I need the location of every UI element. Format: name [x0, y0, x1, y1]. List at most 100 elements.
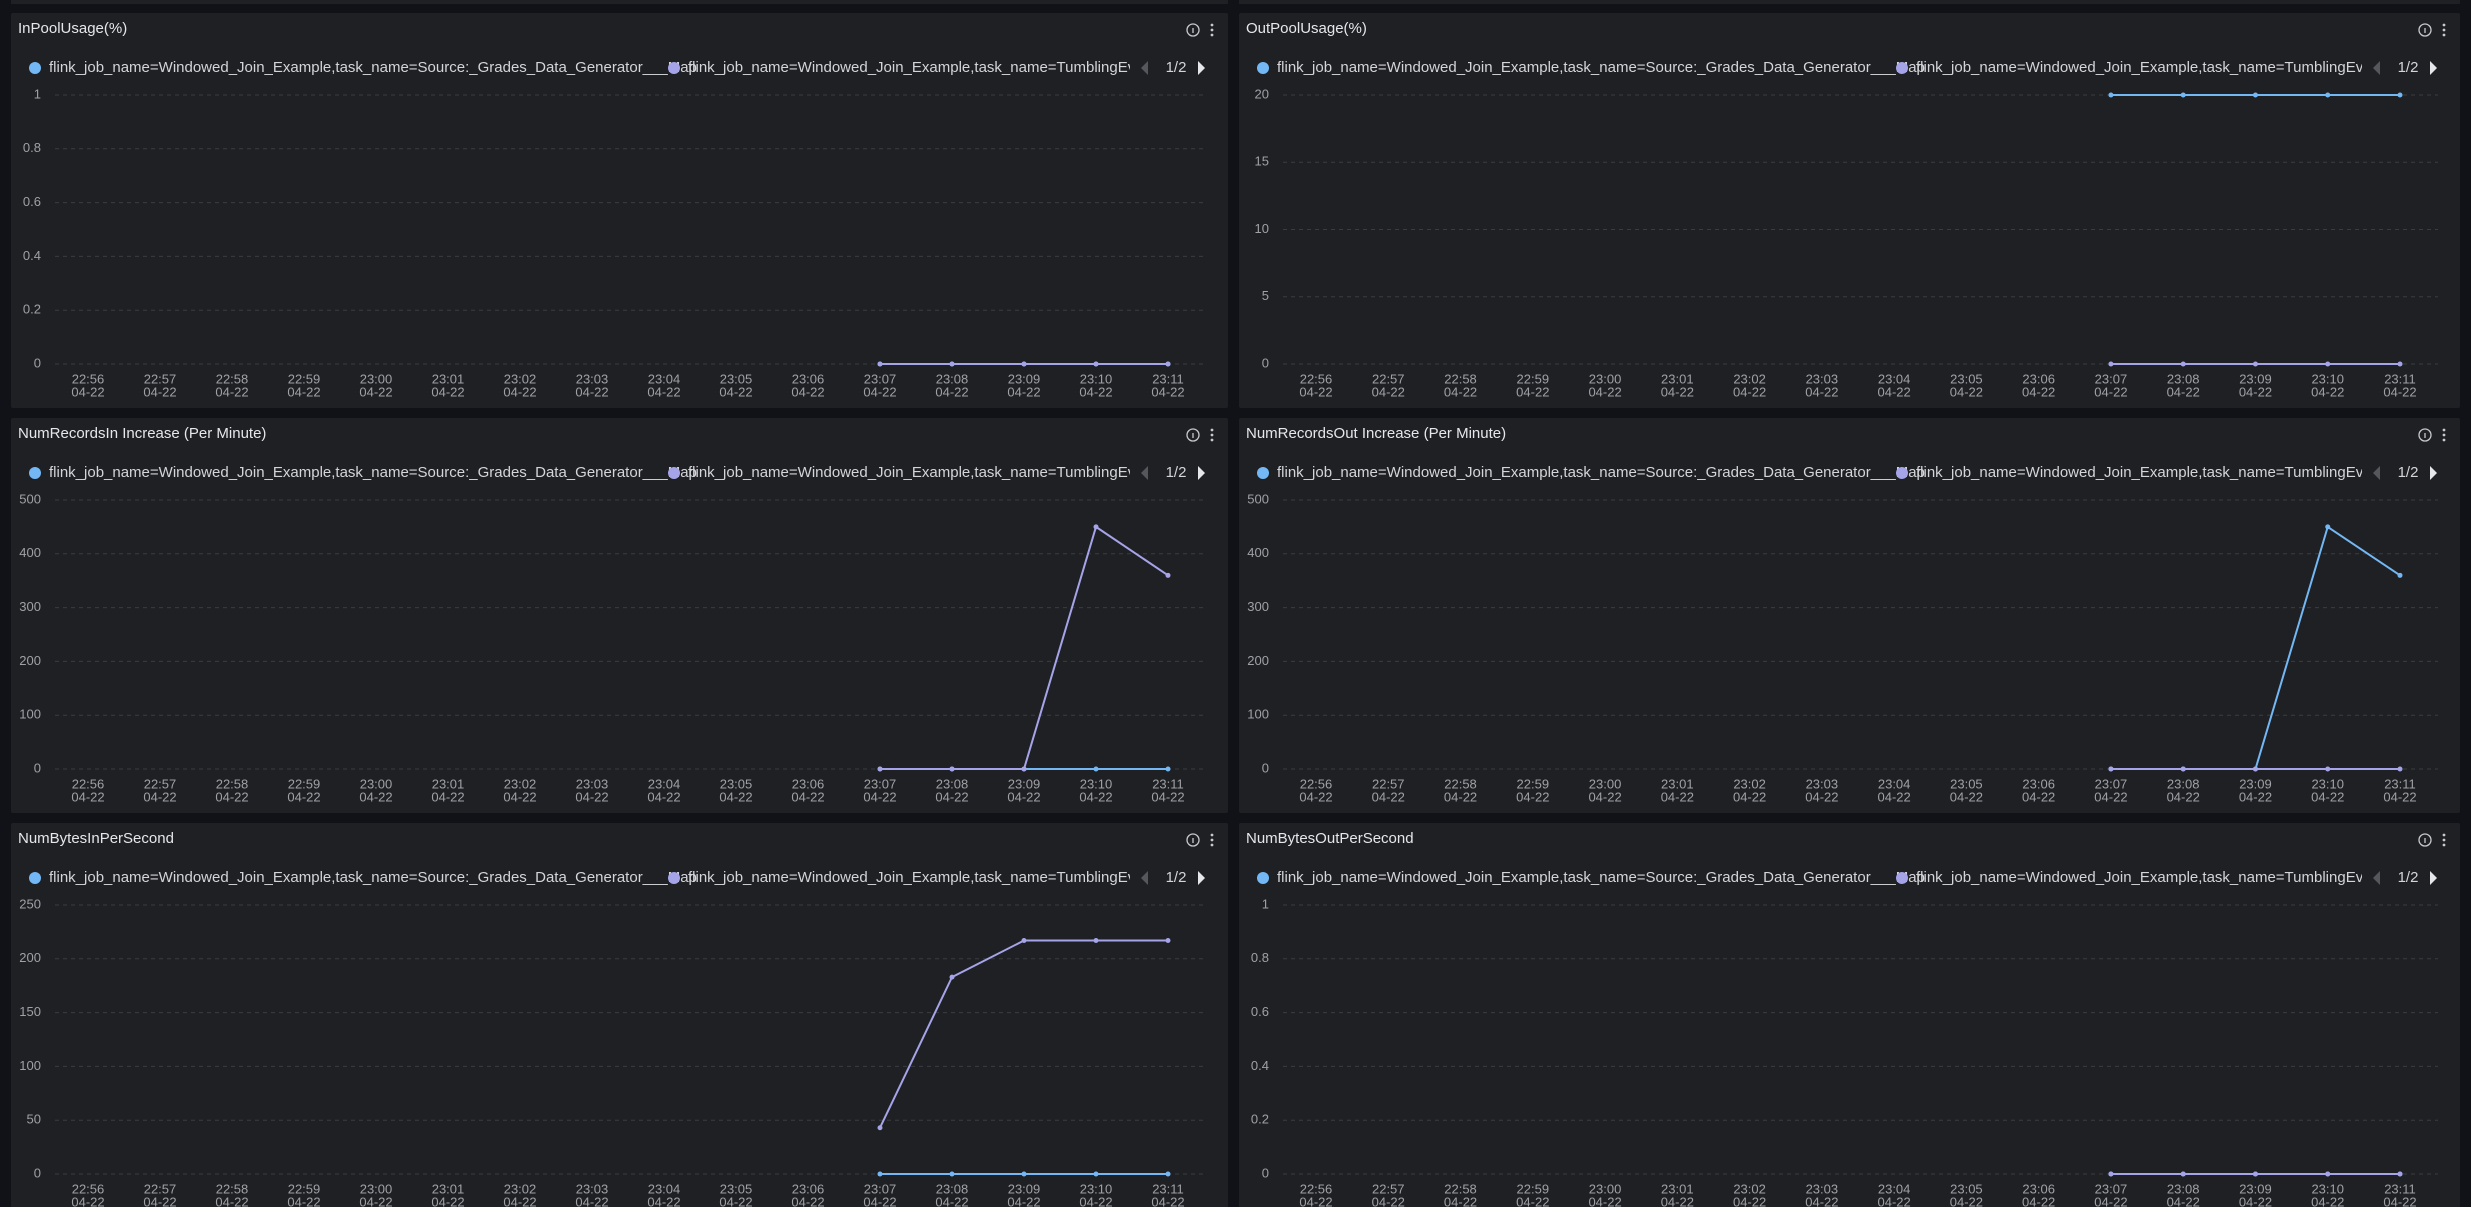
info-icon[interactable]: [2418, 833, 2432, 847]
menu-icon-dot[interactable]: [2442, 843, 2446, 847]
legend-next[interactable]: [2430, 871, 2437, 885]
info-icon[interactable]: [2418, 23, 2432, 37]
legend-marker[interactable]: [668, 62, 680, 74]
data-point: [1165, 1171, 1171, 1177]
legend-label[interactable]: flink_job_name=Windowed_Join_Example,tas…: [688, 464, 1157, 481]
legend-label[interactable]: flink_job_name=Windowed_Join_Example,tas…: [688, 59, 1157, 76]
menu-icon-dot[interactable]: [2442, 28, 2446, 32]
legend-label[interactable]: flink_job_name=Windowed_Join_Example,tas…: [1916, 869, 2385, 886]
data-point: [2252, 361, 2258, 367]
legend-marker[interactable]: [29, 467, 41, 479]
panel-background: [11, 418, 1228, 813]
legend-marker[interactable]: [1896, 872, 1908, 884]
menu-icon-dot[interactable]: [1210, 28, 1214, 32]
menu-icon-dot[interactable]: [2442, 433, 2446, 437]
menu-icon-dot[interactable]: [2442, 833, 2446, 837]
menu-icon-dot[interactable]: [1210, 23, 1214, 27]
legend-prev[interactable]: [1141, 466, 1148, 480]
legend-marker[interactable]: [29, 872, 41, 884]
legend-prev[interactable]: [1141, 61, 1148, 75]
menu-icon-dot[interactable]: [2442, 838, 2446, 842]
legend-next[interactable]: [1198, 61, 1205, 75]
x-tick-sublabel: 04-22: [1950, 1194, 1983, 1207]
x-tick-label: 23:02: [504, 371, 537, 386]
legend-label[interactable]: flink_job_name=Windowed_Join_Example,tas…: [49, 464, 697, 481]
x-tick-sublabel: 04-22: [1444, 384, 1477, 399]
menu-icon-dot[interactable]: [1210, 833, 1214, 837]
menu-icon-dot[interactable]: [1210, 33, 1214, 37]
x-tick-sublabel: 04-22: [1805, 1194, 1838, 1207]
menu-icon-dot[interactable]: [1210, 433, 1214, 437]
legend-marker[interactable]: [668, 872, 680, 884]
x-tick-label: 23:05: [1950, 776, 1983, 791]
legend-marker[interactable]: [668, 467, 680, 479]
legend-next[interactable]: [1198, 871, 1205, 885]
legend-marker[interactable]: [29, 62, 41, 74]
x-tick-sublabel: 04-22: [791, 384, 824, 399]
menu-icon-dot[interactable]: [2442, 23, 2446, 27]
x-tick-label: 23:09: [1008, 776, 1041, 791]
info-icon[interactable]: [2418, 428, 2432, 442]
legend-label[interactable]: flink_job_name=Windowed_Join_Example,tas…: [1277, 464, 1925, 481]
x-tick-label: 23:08: [936, 776, 969, 791]
legend-next[interactable]: [2430, 61, 2437, 75]
data-point: [2397, 766, 2403, 772]
info-icon[interactable]: [1186, 23, 1200, 37]
x-tick-label: 23:09: [1008, 1181, 1041, 1196]
x-tick-label: 23:01: [432, 776, 465, 791]
y-tick-label: 0.4: [1251, 1058, 1269, 1073]
legend-marker[interactable]: [1257, 872, 1269, 884]
legend-label[interactable]: flink_job_name=Windowed_Join_Example,tas…: [49, 59, 697, 76]
x-tick-sublabel: 04-22: [71, 384, 104, 399]
x-tick-sublabel: 04-22: [2094, 789, 2127, 804]
legend-prev[interactable]: [2373, 466, 2380, 480]
legend-label[interactable]: flink_job_name=Windowed_Join_Example,tas…: [1916, 59, 2385, 76]
legend-page: 1/2: [1166, 59, 1187, 76]
x-tick-label: 22:56: [72, 776, 105, 791]
menu-icon-dot[interactable]: [2442, 438, 2446, 442]
legend-next[interactable]: [2430, 466, 2437, 480]
x-tick-label: 22:59: [288, 776, 321, 791]
x-tick-label: 23:05: [720, 1181, 753, 1196]
x-tick-label: 22:57: [144, 371, 177, 386]
legend-label[interactable]: flink_job_name=Windowed_Join_Example,tas…: [688, 869, 1157, 886]
panel-title: InPoolUsage(%): [18, 20, 127, 37]
menu-icon-dot[interactable]: [2442, 428, 2446, 432]
menu-icon-dot[interactable]: [1210, 838, 1214, 842]
legend-prev[interactable]: [1141, 871, 1148, 885]
x-tick-label: 23:01: [432, 1181, 465, 1196]
legend-marker[interactable]: [1896, 62, 1908, 74]
x-tick-sublabel: 04-22: [215, 1194, 248, 1207]
x-tick-sublabel: 04-22: [1661, 384, 1694, 399]
menu-icon-dot[interactable]: [2442, 33, 2446, 37]
x-tick-sublabel: 04-22: [863, 789, 896, 804]
menu-icon-dot[interactable]: [1210, 843, 1214, 847]
menu-icon-dot[interactable]: [1210, 438, 1214, 442]
legend-label[interactable]: flink_job_name=Windowed_Join_Example,tas…: [49, 869, 697, 886]
x-tick-sublabel: 04-22: [1299, 789, 1332, 804]
legend-prev[interactable]: [2373, 61, 2380, 75]
legend-next[interactable]: [1198, 466, 1205, 480]
y-tick-label: 100: [19, 707, 41, 722]
x-tick-label: 23:10: [2311, 1181, 2344, 1196]
x-tick-label: 22:58: [1444, 371, 1477, 386]
data-point: [2325, 766, 2331, 772]
x-tick-label: 22:57: [1372, 776, 1405, 791]
x-tick-label: 23:02: [1733, 371, 1766, 386]
x-tick-sublabel: 04-22: [1007, 789, 1040, 804]
legend-marker[interactable]: [1257, 467, 1269, 479]
x-tick-label: 22:56: [1300, 776, 1333, 791]
legend-prev[interactable]: [2373, 871, 2380, 885]
x-tick-sublabel: 04-22: [143, 1194, 176, 1207]
x-tick-label: 23:03: [1806, 371, 1839, 386]
x-tick-label: 23:09: [2239, 776, 2272, 791]
legend-marker[interactable]: [1257, 62, 1269, 74]
y-tick-label: 0: [1262, 355, 1269, 370]
menu-icon-dot[interactable]: [1210, 428, 1214, 432]
info-icon[interactable]: [1186, 833, 1200, 847]
legend-label[interactable]: flink_job_name=Windowed_Join_Example,tas…: [1916, 464, 2385, 481]
legend-label[interactable]: flink_job_name=Windowed_Join_Example,tas…: [1277, 869, 1925, 886]
legend-marker[interactable]: [1896, 467, 1908, 479]
legend-label[interactable]: flink_job_name=Windowed_Join_Example,tas…: [1277, 59, 1925, 76]
info-icon[interactable]: [1186, 428, 1200, 442]
